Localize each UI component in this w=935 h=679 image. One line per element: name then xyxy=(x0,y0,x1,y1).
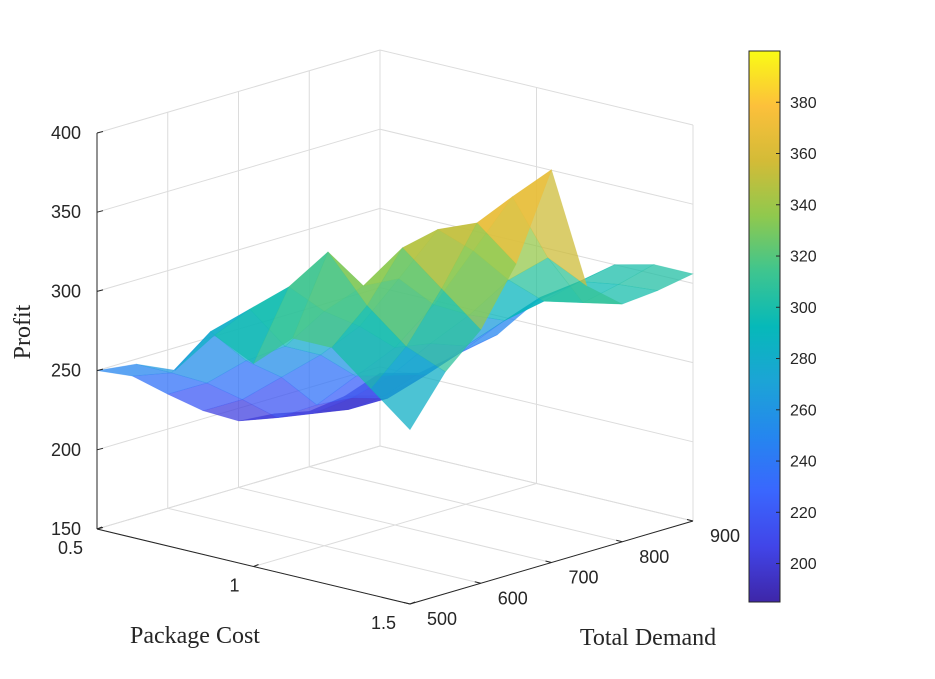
axis-lines xyxy=(96,131,694,605)
y-axis-label: Total Demand xyxy=(580,625,716,651)
z-tick xyxy=(96,447,104,451)
y-tick-label: 700 xyxy=(569,568,599,588)
z-tick xyxy=(96,368,104,372)
y-tick xyxy=(545,560,552,563)
surface-patch xyxy=(617,264,694,291)
z-tick-label: 350 xyxy=(51,202,81,222)
x-tick-label: 0.5 xyxy=(58,538,83,558)
y-tick xyxy=(403,602,411,605)
colorbar-tick-label: 340 xyxy=(790,197,817,214)
z-tick-label: 300 xyxy=(51,281,81,301)
z-tick-label: 150 xyxy=(51,519,81,539)
colorbar-tick-label: 240 xyxy=(790,454,817,471)
colorbar-tick-label: 320 xyxy=(790,249,817,266)
x-tick xyxy=(409,601,416,605)
z-tick xyxy=(96,289,104,292)
y-tick-label: 800 xyxy=(639,547,669,567)
z-axis-label: Profit xyxy=(10,304,36,359)
colorbar-ticks: 200 220 240 260 280 300 320 340 360 380 xyxy=(776,95,817,573)
x-tick xyxy=(253,564,259,567)
x-tick-label: 1 xyxy=(229,576,239,596)
tick-labels: 150 200 250 300 350 400 0.5 1 1.5 500 600 700 800 900 xyxy=(51,123,740,633)
x-tick-label: 1.5 xyxy=(371,613,396,633)
floor-grid-line xyxy=(253,483,537,567)
y-tick xyxy=(474,581,481,584)
y-tick xyxy=(616,539,623,543)
colorbar-tick-label: 220 xyxy=(790,505,817,522)
surface-patches xyxy=(96,168,694,431)
colorbar-tick-label: 360 xyxy=(790,146,817,163)
x-axis-label: Package Cost xyxy=(130,623,260,649)
colorbar-tick-label: 200 xyxy=(790,556,817,573)
colorbar-tick-label: 380 xyxy=(790,95,817,112)
y-tick-label: 900 xyxy=(710,526,740,546)
colorbar xyxy=(748,50,781,603)
z-tick-label: 250 xyxy=(51,361,81,381)
z-tick xyxy=(96,210,104,213)
z-tick-label: 400 xyxy=(51,123,81,143)
x-tick xyxy=(96,526,103,530)
colorbar-tick-label: 260 xyxy=(790,402,817,419)
y-tick-label: 600 xyxy=(498,588,528,608)
y-tick xyxy=(686,519,694,522)
surface-patch xyxy=(370,346,446,431)
colorbar-tick-label: 280 xyxy=(790,351,817,368)
z-tick-label: 200 xyxy=(51,440,81,460)
colorbar-tick-label: 300 xyxy=(790,300,817,317)
y-tick-label: 500 xyxy=(427,609,457,629)
z-tick xyxy=(96,131,104,134)
